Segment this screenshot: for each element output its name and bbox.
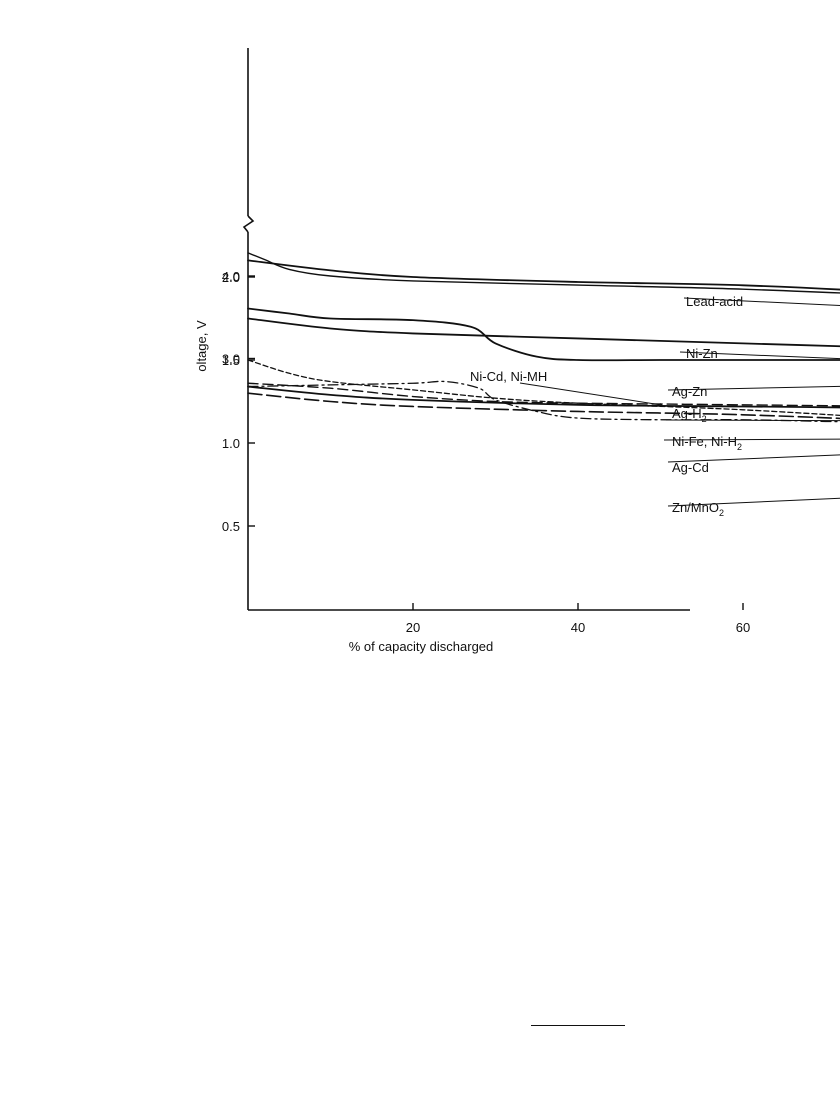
y-tick-label: 3.0	[222, 352, 240, 367]
leader-ag-h2	[665, 419, 840, 422]
label-ag-h2: Ag-H2	[672, 406, 707, 424]
leader-ni-zn	[679, 351, 840, 360]
leader-lead-acid	[683, 297, 840, 307]
x-tick-label: 20	[406, 620, 420, 635]
leader-dot-ni-cd	[658, 403, 663, 407]
label-lead-acid: Lead-acid	[686, 294, 743, 309]
curve-labels: Lead-acid Ni-Zn Ag-Zn Ag-H2 Ni-Fe, Ni-H2 Ag-C…	[470, 294, 840, 518]
label-ni-cd: Ni-Cd, Ni-MH	[470, 369, 547, 384]
x-tick-label: 40	[571, 620, 585, 635]
series-ag-zn-line	[247, 307, 840, 362]
leader-ag-cd	[667, 454, 840, 463]
series-ni-zn-line	[247, 317, 840, 348]
x-tick-label: 60	[736, 620, 750, 635]
y-axis-break-mark	[242, 215, 255, 233]
label-ag-cd: Ag-Cd	[672, 460, 709, 475]
y-tick-label: 0.5	[222, 519, 240, 534]
label-ag-zn: Ag-Zn	[672, 384, 707, 399]
tick-marks: 204060801000.51.01.52.03.04.0	[222, 269, 750, 635]
label-zn-mno2: Zn/MnO2	[672, 500, 724, 518]
leader-ag-zn	[667, 385, 840, 391]
y-axis-label: oltage, V	[194, 320, 209, 372]
series-ni-cd-ni-mh-line	[247, 385, 840, 409]
x-axis-label: % of capacity discharged	[349, 639, 494, 654]
y-tick-label: 1.5	[222, 353, 240, 368]
series-curves	[247, 252, 840, 423]
y-tick-label: 4.0	[222, 269, 240, 284]
axes	[242, 48, 690, 611]
y-tick-label: 1.0	[222, 436, 240, 451]
series-ni-fe-ni-h2-line	[247, 359, 840, 417]
label-ni-fe: Ni-Fe, Ni-H2	[672, 434, 742, 452]
series-lead-acid-line	[247, 259, 840, 291]
leader-ni-fe	[663, 438, 840, 441]
leader-ni-cd	[519, 382, 661, 406]
series-zn-mno2-line	[247, 380, 840, 423]
series-ag-h2-line	[247, 382, 840, 407]
footnote-rule	[531, 1025, 625, 1026]
series-top-line	[247, 252, 840, 294]
label-ni-zn: Ni-Zn	[686, 346, 718, 361]
series-ag-cd-line	[247, 392, 840, 420]
y-tick-label: 2.0	[222, 270, 240, 285]
leader-zn-mno2	[667, 497, 840, 507]
